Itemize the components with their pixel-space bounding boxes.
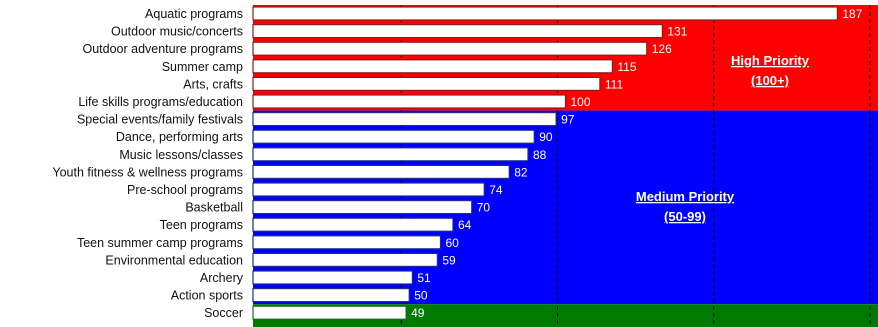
category-label-6: Special events/family festivals — [77, 113, 243, 127]
category-label-13: Teen summer camp programs — [77, 236, 243, 250]
value-label-16: 50 — [414, 289, 428, 303]
value-label-8: 88 — [533, 148, 547, 162]
bar-4 — [252, 76, 601, 92]
bar-12 — [252, 217, 454, 232]
value-label-3: 115 — [617, 60, 636, 74]
value-label-1: 131 — [667, 25, 687, 39]
bar-17 — [252, 305, 407, 320]
value-label-4: 111 — [605, 77, 624, 91]
value-label-17: 49 — [411, 306, 425, 320]
value-label-15: 51 — [417, 271, 431, 285]
zone-label-0: High Priority — [731, 53, 810, 68]
bar-7 — [252, 129, 535, 144]
bar-10 — [252, 182, 485, 197]
value-label-6: 97 — [561, 113, 575, 127]
bar-5 — [252, 94, 567, 109]
value-label-12: 64 — [458, 218, 472, 232]
zone-range-0: (100+) — [751, 73, 789, 88]
value-label-2: 126 — [652, 42, 672, 56]
category-label-1: Outdoor music/concerts — [111, 25, 243, 39]
category-label-5: Life skills programs/education — [78, 95, 243, 109]
value-label-7: 90 — [539, 130, 553, 144]
bar-11 — [252, 200, 473, 215]
bar-1 — [252, 24, 663, 39]
value-label-13: 60 — [446, 236, 460, 250]
category-label-4: Arts, crafts — [183, 77, 243, 91]
bar-2 — [252, 41, 648, 56]
value-label-9: 82 — [514, 165, 528, 179]
bar-3 — [252, 59, 613, 74]
category-label-7: Dance, performing arts — [116, 130, 243, 144]
category-label-11: Basketball — [185, 201, 243, 215]
category-label-15: Archery — [200, 271, 244, 285]
category-label-9: Youth fitness & wellness programs — [52, 165, 243, 179]
category-label-17: Soccer — [204, 306, 243, 320]
category-label-3: Summer camp — [162, 60, 243, 74]
category-label-16: Action sports — [171, 289, 243, 303]
priority-zone-2 — [253, 304, 878, 327]
zone-label-1: Medium Priority — [636, 189, 735, 204]
category-label-12: Teen programs — [160, 218, 243, 232]
category-label-8: Music lessons/classes — [119, 148, 243, 162]
bar-0 — [252, 6, 838, 21]
category-label-2: Outdoor adventure programs — [82, 42, 243, 56]
category-label-0: Aquatic programs — [145, 7, 243, 21]
category-label-10: Pre-school programs — [127, 183, 243, 197]
bar-14 — [252, 252, 438, 267]
value-label-11: 70 — [477, 201, 491, 215]
bar-9 — [252, 164, 510, 179]
bar-15 — [252, 270, 413, 285]
value-label-0: 187 — [842, 7, 862, 21]
value-label-10: 74 — [489, 183, 503, 197]
value-label-5: 100 — [571, 95, 591, 109]
category-label-14: Environmental education — [105, 253, 243, 267]
bar-8 — [252, 147, 529, 162]
zone-range-1: (50-99) — [664, 209, 706, 224]
bar-16 — [252, 288, 410, 303]
bar-13 — [252, 235, 442, 250]
value-label-14: 59 — [442, 253, 456, 267]
priority-zone-0 — [253, 5, 878, 111]
bar-6 — [252, 111, 557, 127]
